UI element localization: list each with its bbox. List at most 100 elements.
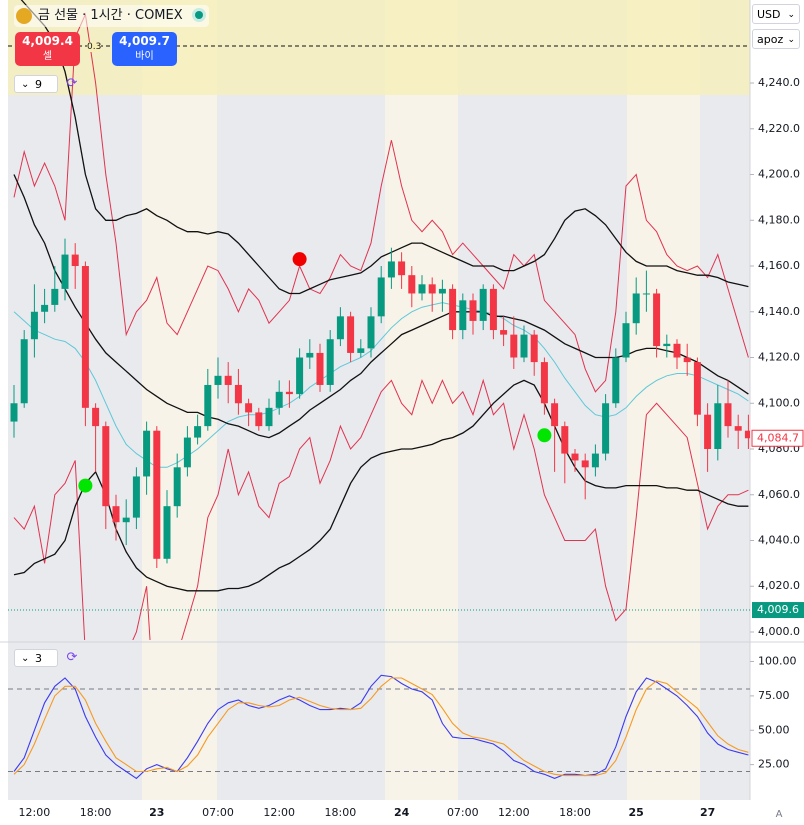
indicator-line bbox=[13, 677, 749, 777]
candle-body bbox=[285, 391, 293, 395]
price-axis-bg bbox=[750, 0, 804, 825]
bid-label: 4,009.6 bbox=[757, 603, 799, 616]
candle-body bbox=[622, 323, 630, 358]
candle-body bbox=[602, 403, 610, 454]
y-tick-label: 4,140.0 bbox=[758, 305, 800, 318]
candle-body bbox=[714, 403, 722, 450]
currency-menu[interactable]: USD ⌄ bbox=[752, 4, 800, 24]
x-tick-label: 12:00 bbox=[498, 806, 530, 819]
candle-body bbox=[673, 343, 681, 358]
indicator-line bbox=[13, 302, 749, 468]
candle-body bbox=[41, 304, 49, 312]
y-tick-label: 4,180.0 bbox=[758, 213, 800, 226]
sell-button[interactable]: 4,009.4 셀 bbox=[15, 32, 80, 66]
sync-icon[interactable]: ⟳ bbox=[66, 76, 78, 91]
candle-body bbox=[591, 453, 599, 468]
y-tick-label: 75.00 bbox=[758, 689, 790, 702]
y-tick-label: 25.00 bbox=[758, 758, 790, 771]
y-tick-label: 4,240.0 bbox=[758, 76, 800, 89]
candle-body bbox=[377, 277, 385, 317]
unit-menu[interactable]: apoz ⌄ bbox=[752, 29, 800, 49]
x-tick-label: 12:00 bbox=[19, 806, 51, 819]
y-tick-label: 4,040.0 bbox=[758, 534, 800, 547]
x-tick-label: 27 bbox=[700, 806, 715, 819]
title-text: 금 선물 · 1시간 · COMEX bbox=[38, 8, 183, 23]
candle-body bbox=[500, 330, 508, 335]
x-tick-label: 07:00 bbox=[447, 806, 479, 819]
candle-body bbox=[561, 426, 569, 454]
candle-body bbox=[387, 261, 395, 278]
candle-body bbox=[551, 403, 559, 427]
osc-pane bbox=[8, 674, 750, 780]
y-tick-label: 4,220.0 bbox=[758, 122, 800, 135]
osc-sync-icon[interactable]: ⟳ bbox=[66, 650, 78, 665]
candle-body bbox=[398, 261, 406, 276]
last-price-bg bbox=[751, 429, 804, 447]
candle-body bbox=[724, 403, 732, 427]
indicator-line bbox=[13, 12, 749, 393]
candle-body bbox=[71, 254, 79, 267]
candle-body bbox=[581, 460, 589, 468]
x-tick-label: 07:00 bbox=[202, 806, 234, 819]
candle-body bbox=[81, 266, 89, 408]
signal-dot bbox=[78, 478, 93, 493]
y-tick-label: 4,100.0 bbox=[758, 396, 800, 409]
indicator-count: 9 bbox=[35, 78, 42, 91]
candle-body bbox=[734, 426, 742, 431]
candle-body bbox=[693, 362, 701, 415]
candle-body bbox=[683, 357, 691, 363]
candle-body bbox=[530, 334, 538, 363]
y-tick-label: 4,020.0 bbox=[758, 579, 800, 592]
symbol-title: 금 선물 · 1시간 · COMEX bbox=[14, 5, 209, 27]
candle-body bbox=[510, 334, 518, 358]
candle-body bbox=[489, 288, 497, 331]
indicator-toggle[interactable]: ⌄ 9 bbox=[14, 75, 58, 93]
signal-dot bbox=[292, 252, 307, 267]
buy-button[interactable]: 4,009.7 바이 bbox=[112, 32, 177, 66]
osc-indicator-toggle[interactable]: ⌄ 3 bbox=[14, 649, 58, 667]
candle-body bbox=[194, 426, 202, 438]
candle-body bbox=[438, 288, 446, 294]
candle-body bbox=[316, 352, 324, 385]
unit: apoz bbox=[757, 33, 784, 46]
y-tick-label: 4,060.0 bbox=[758, 488, 800, 501]
session-bands bbox=[8, 0, 750, 800]
candle-body bbox=[122, 517, 130, 523]
candle-body bbox=[653, 293, 661, 347]
axes: 4,000.04,020.04,040.04,060.04,080.04,100… bbox=[19, 76, 804, 819]
candle-body bbox=[367, 316, 375, 349]
candle-body bbox=[449, 288, 457, 331]
y-tick-label: 100.00 bbox=[758, 655, 797, 668]
candle-body bbox=[51, 288, 59, 305]
candle-body bbox=[612, 357, 620, 404]
auto-scale[interactable]: A bbox=[776, 809, 783, 820]
candle-body bbox=[183, 437, 191, 468]
candle-body bbox=[265, 407, 273, 427]
candle-body bbox=[540, 362, 548, 404]
candle-body bbox=[571, 453, 579, 461]
candle-body bbox=[224, 375, 232, 385]
candle-body bbox=[306, 352, 314, 358]
candle-body bbox=[173, 467, 181, 507]
y-tick-label: 50.00 bbox=[758, 723, 790, 736]
candle-body bbox=[112, 506, 120, 523]
x-tick-label: 18:00 bbox=[80, 806, 112, 819]
candle-body bbox=[204, 384, 212, 427]
candle-body bbox=[347, 316, 355, 353]
bid-label-bg bbox=[752, 602, 804, 619]
x-tick-label: 23 bbox=[149, 806, 164, 819]
candle-body bbox=[336, 316, 344, 340]
candle-body bbox=[357, 348, 365, 353]
signal-dot bbox=[537, 428, 552, 443]
candle-body bbox=[214, 375, 222, 385]
candle-body bbox=[30, 311, 38, 340]
candle-body bbox=[408, 275, 416, 294]
buy-price: 4,009.7 bbox=[119, 34, 170, 48]
candle-body bbox=[163, 506, 171, 559]
candle-body bbox=[428, 284, 436, 294]
indicator-line bbox=[13, 379, 749, 592]
y-tick-label: 4,120.0 bbox=[758, 351, 800, 364]
candle-body bbox=[326, 339, 334, 385]
